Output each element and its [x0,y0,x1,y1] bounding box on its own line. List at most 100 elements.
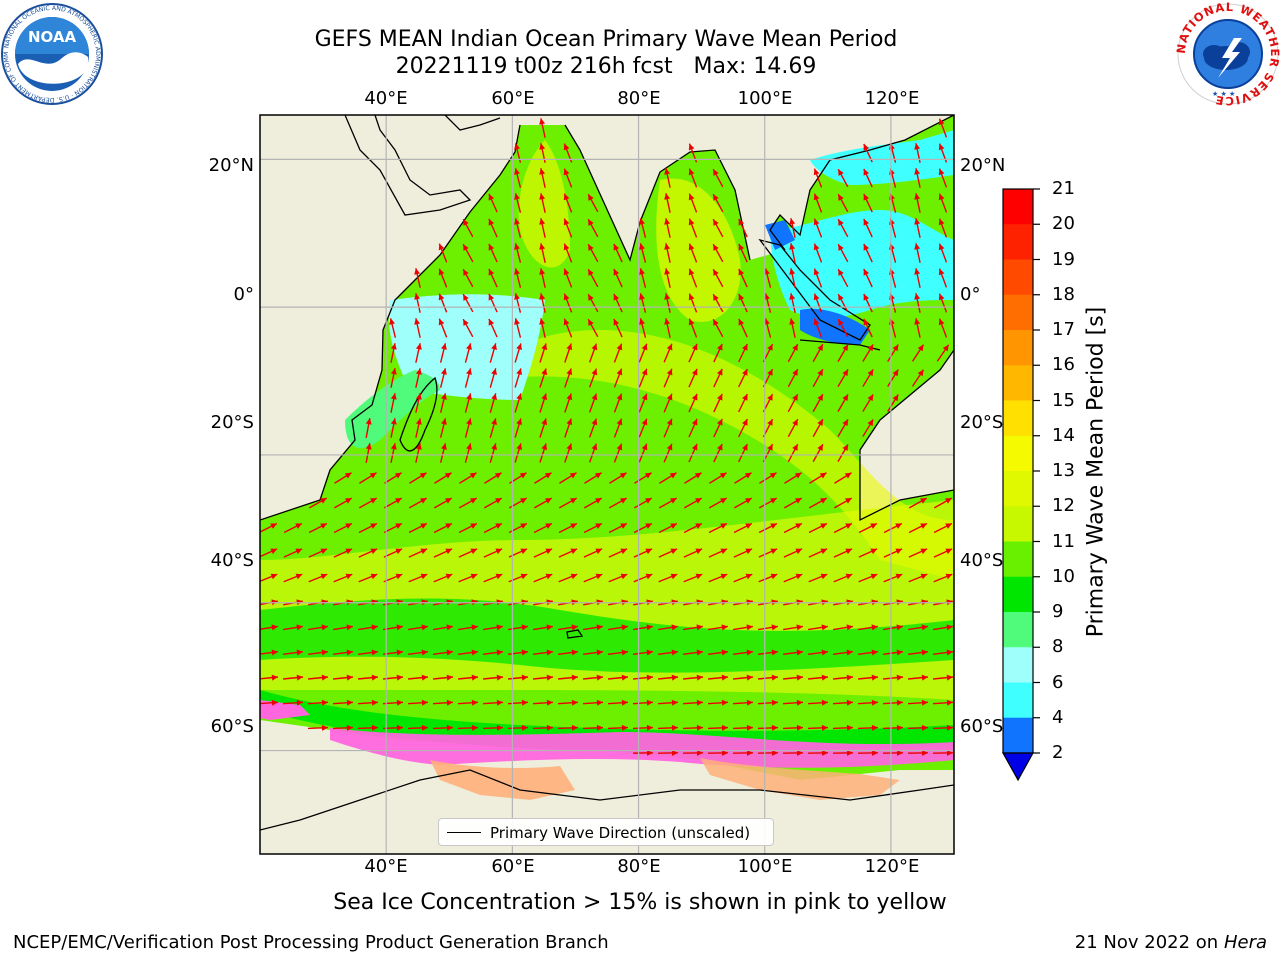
wave-direction-arrow [688,368,698,388]
wave-direction-arrow [707,699,729,706]
wave-direction-arrow [863,318,873,338]
wave-direction-arrow [812,443,824,463]
wave-direction-arrow [682,674,704,681]
wave-direction-arrow [632,699,654,706]
wave-direction-arrow [282,674,304,681]
wave-direction-arrow [383,497,403,509]
wave-direction-arrow [408,624,428,631]
wave-direction-arrow [333,624,353,631]
wave-direction-arrow [862,419,874,437]
wave-direction-arrow [708,573,728,583]
wave-direction-arrow [908,548,928,558]
wave-direction-arrow [639,318,647,338]
wave-direction-arrow [812,368,824,388]
wave-direction-arrow [358,624,378,631]
wave-direction-arrow [813,168,823,188]
wave-direction-arrow [632,724,654,731]
wave-direction-arrow [732,649,754,656]
wave-direction-arrow [837,343,849,363]
wave-direction-arrow [489,418,497,438]
wave-direction-arrow [414,318,421,338]
wave-direction-arrow [789,268,796,288]
wave-direction-arrow [260,699,279,706]
wave-direction-arrow [489,443,497,463]
wave-direction-arrow [664,318,671,338]
wave-direction-arrow [732,724,754,731]
wave-direction-arrow [734,472,752,484]
wave-direction-arrow [759,472,777,484]
wave-direction-arrow [383,522,403,534]
wave-direction-arrow [564,418,573,438]
wave-direction-arrow [707,649,729,656]
wave-direction-arrow [709,472,727,484]
wave-direction-arrow [663,393,673,413]
wave-direction-arrow [488,293,498,313]
lat-tick-right-0: 0° [960,284,981,305]
colorbar-tick-label: 10 [1052,565,1075,587]
wave-direction-arrow [514,168,522,188]
wave-direction-arrow [408,522,428,534]
wave-direction-arrow [583,522,603,534]
wave-direction-arrow [732,699,754,706]
wave-direction-arrow [914,168,921,188]
wave-direction-arrow [664,218,671,238]
wave-direction-arrow [688,218,698,238]
wave-direction-arrow [539,368,548,388]
wave-direction-arrow [358,497,378,509]
wave-direction-arrow [260,522,278,533]
wave-direction-arrow [507,649,529,656]
wave-direction-arrow [688,393,698,413]
wave-direction-arrow [583,573,603,583]
wave-direction-arrow [439,443,447,463]
wave-direction-arrow [633,624,653,631]
wave-direction-arrow [807,749,829,756]
wave-direction-arrow [938,168,948,188]
lat-tick-right-40s: 40°S [960,550,1004,571]
wave-direction-arrow [408,497,428,509]
wave-direction-arrow [683,624,703,631]
wave-direction-arrow [613,243,623,263]
wave-direction-arrow [914,243,921,263]
wave-direction-arrow [682,724,704,731]
wave-direction-arrow [732,749,754,756]
wave-direction-arrow [458,522,478,534]
wave-direction-arrow [914,218,921,238]
svg-text:★ ★ ★: ★ ★ ★ [1212,90,1235,98]
wave-direction-arrow [712,218,724,238]
wave-direction-arrow [390,443,397,463]
wave-direction-arrow [657,649,679,656]
wave-direction-arrow [658,573,678,583]
wave-direction-arrow [787,393,799,413]
wave-direction-arrow [783,548,803,558]
wave-direction-arrow [733,522,753,534]
wave-direction-arrow [837,243,849,263]
lat-tick-right-20n: 20°N [960,155,1006,176]
wave-direction-arrow [738,293,748,313]
wave-direction-arrow [558,522,578,534]
wave-direction-arrow [708,548,728,558]
wave-direction-arrow [557,649,579,656]
wave-direction-arrow [432,699,454,706]
wave-direction-arrow [757,674,779,681]
lon-tick-top-80e: 80°E [617,88,661,109]
wave-direction-arrow [482,699,504,706]
wave-direction-arrow [787,418,799,438]
wave-direction-arrow [282,649,304,656]
wave-direction-arrow [863,193,873,213]
wave-direction-arrow [632,649,654,656]
wave-direction-arrow [837,268,849,288]
wave-direction-arrow [489,343,497,363]
wave-direction-arrow [607,649,629,656]
wave-direction-arrow [432,724,454,731]
wave-direction-arrow [482,674,504,681]
wave-direction-arrow [738,368,748,388]
wave-direction-arrow [433,624,453,631]
wave-direction-arrow [483,522,503,534]
wave-direction-arrow [764,318,772,338]
wave-direction-arrow [657,674,679,681]
lat-tick-right-20s: 20°S [960,412,1004,433]
wave-direction-arrow [613,418,623,438]
wave-direction-arrow [808,497,828,509]
wave-direction-arrow [837,318,849,338]
wave-direction-arrow [464,418,472,438]
